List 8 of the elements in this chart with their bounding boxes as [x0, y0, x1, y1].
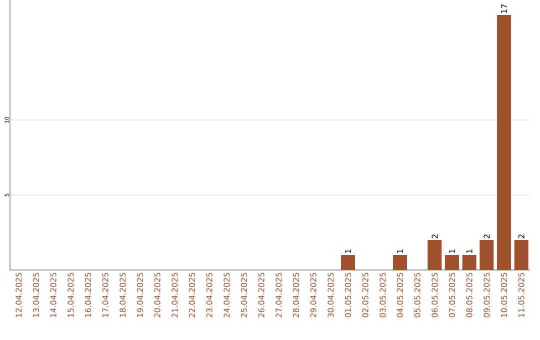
bar	[428, 240, 442, 270]
bar	[462, 255, 476, 270]
bar	[445, 255, 460, 270]
bar	[393, 255, 408, 270]
bar	[514, 240, 528, 270]
bar	[341, 255, 356, 270]
bar	[497, 15, 512, 270]
bar	[480, 240, 494, 270]
